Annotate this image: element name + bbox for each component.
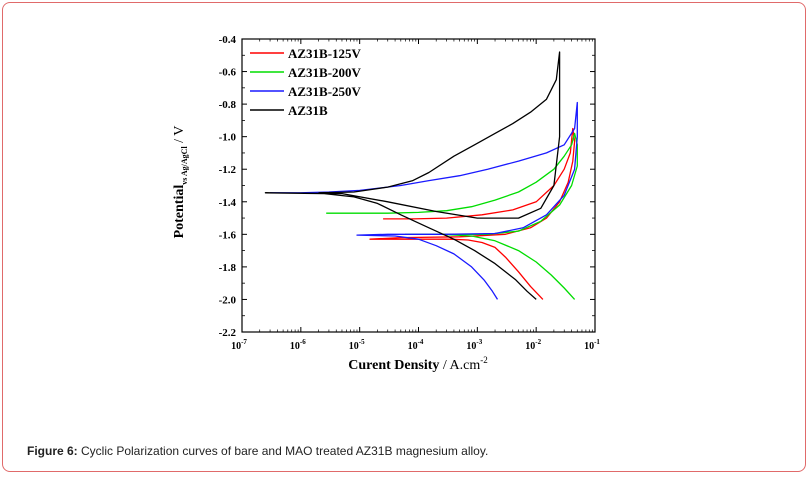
y-tick-label: -2.0 [219,294,237,306]
legend-label: AZ31B-200V [288,65,362,80]
x-tick-label: 10-7 [231,338,247,352]
series-line-az31b [264,51,561,300]
cyclic-polarization-chart: -0.4 -0.6 -0.8 -1.0 -1.2 -1.4 -1.6 -1.8 -2.0 -2.2… [153,17,663,433]
legend-label: AZ31B [288,103,328,118]
x-tick-label: 10-2 [525,338,541,352]
x-tick-label: 10-5 [349,338,365,352]
y-axis-title-main: Potential [172,185,187,239]
x-tick-label: 10-4 [408,338,424,352]
x-axis-ticks: 10-7 10-6 10-5 10-4 10-3 10-2 10-1 [231,39,600,352]
legend: AZ31B-125V AZ31B-200V AZ31B-250V AZ31B [250,46,362,118]
y-tick-label: -1.2 [219,164,237,176]
x-axis-title-main: Curent Density [348,358,439,373]
y-tick-label: -0.8 [219,99,237,111]
series-lines [264,51,578,300]
x-tick-label: 10-1 [584,338,600,352]
x-axis-title-exponent: -2 [480,355,488,365]
y-tick-label: -1.6 [219,229,237,241]
y-axis-title: Potentialvs Ag/AgCl / V [172,126,189,239]
figure-frame: -0.4 -0.6 -0.8 -1.0 -1.2 -1.4 -1.6 -1.8 -2.0 -2.2… [2,2,806,472]
series-line-az31b-250v [270,101,578,300]
x-tick-label: 10-3 [466,338,482,352]
y-tick-label: -1.0 [219,132,237,144]
series-line-az31b-200v [326,132,578,300]
y-tick-label: -1.4 [219,197,237,209]
caption-label: Figure 6: [27,444,78,458]
legend-label: AZ31B-250V [288,84,362,99]
chart-background [153,17,663,433]
y-axis-ticks: -0.4 -0.6 -0.8 -1.0 -1.2 -1.4 -1.6 -1.8 -2.0 -2.2 [219,34,595,339]
y-tick-label: -1.8 [219,262,237,274]
figure-caption: Figure 6: Cyclic Polarization curves of … [27,444,488,458]
y-tick-label: -2.2 [219,327,237,339]
y-tick-label: -0.6 [219,67,237,79]
y-axis-title-unit: / V [172,126,187,147]
y-tick-label: -0.4 [219,34,237,46]
caption-text: Cyclic Polarization curves of bare and M… [77,444,489,458]
y-axis-title-subscript: vs Ag/AgCl [180,146,189,185]
x-axis-title-unit: / A.cm [439,358,480,373]
legend-label: AZ31B-125V [288,46,362,61]
x-axis-title: Curent Density / A.cm-2 [348,355,487,373]
x-tick-label: 10-6 [290,338,306,352]
